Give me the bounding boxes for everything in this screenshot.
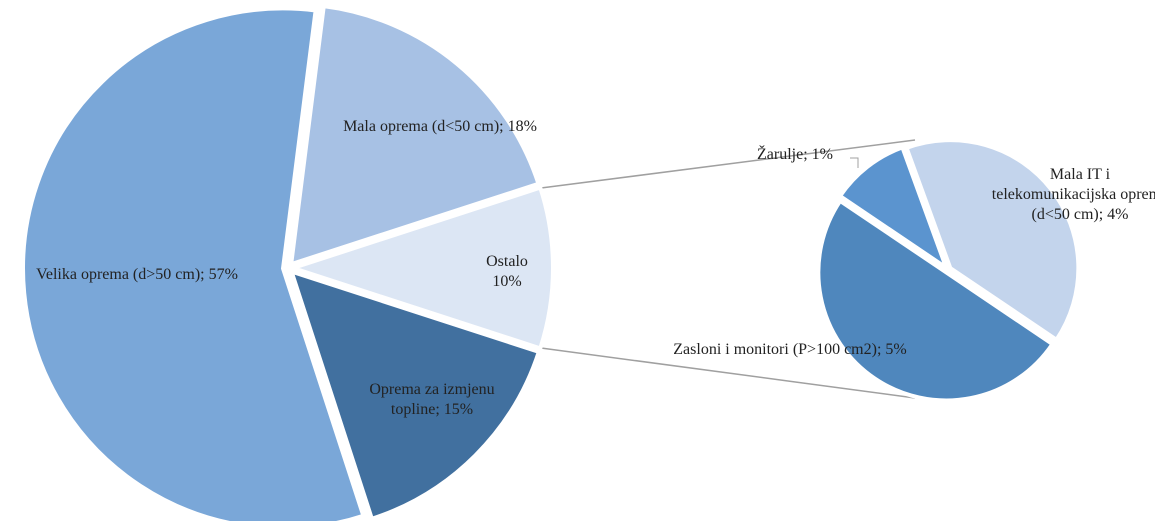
category-label: Velika oprema (d>50 cm); — [36, 266, 205, 283]
category-label: Zasloni i monitori (P>100 cm2); — [673, 341, 882, 358]
data-label: Oprema za izmjenu topline; 15% — [352, 380, 512, 420]
category-label: Ostalo — [486, 253, 528, 270]
category-label: Oprema za izmjenu topline; — [369, 381, 495, 418]
data-label: Velika oprema (d>50 cm); 57% — [12, 265, 262, 285]
value-label: 1% — [811, 146, 833, 163]
pie-slice — [288, 268, 542, 521]
data-label: Ostalo 10% — [472, 252, 542, 292]
pie-slice — [837, 144, 951, 273]
category-label: Žarulje; — [757, 146, 808, 163]
value-label: 10% — [492, 273, 522, 290]
connector-line — [540, 347, 916, 399]
pie-slice — [904, 138, 1081, 343]
pie-slice — [21, 6, 366, 521]
category-label: Mala IT i telekomunikacijska oprema (d<5… — [991, 166, 1155, 223]
value-label: 18% — [507, 118, 537, 135]
data-label: Žarulje; 1% — [735, 145, 855, 165]
pie-slice — [288, 3, 541, 268]
category-label: Mala oprema (d<50 cm); — [343, 118, 504, 135]
value-label: 4% — [1107, 206, 1129, 223]
value-label: 15% — [443, 401, 474, 418]
pie-slice — [816, 198, 1056, 403]
value-label: 5% — [885, 341, 907, 358]
value-label: 57% — [208, 266, 238, 283]
pie-slice — [286, 185, 555, 351]
data-label: Mala IT i telekomunikacijska oprema (d<5… — [990, 165, 1155, 225]
leader-line — [850, 157, 859, 168]
connector-line — [540, 139, 916, 189]
data-label: Zasloni i monitori (P>100 cm2); 5% — [670, 340, 910, 360]
data-label: Mala oprema (d<50 cm); 18% — [295, 117, 585, 137]
